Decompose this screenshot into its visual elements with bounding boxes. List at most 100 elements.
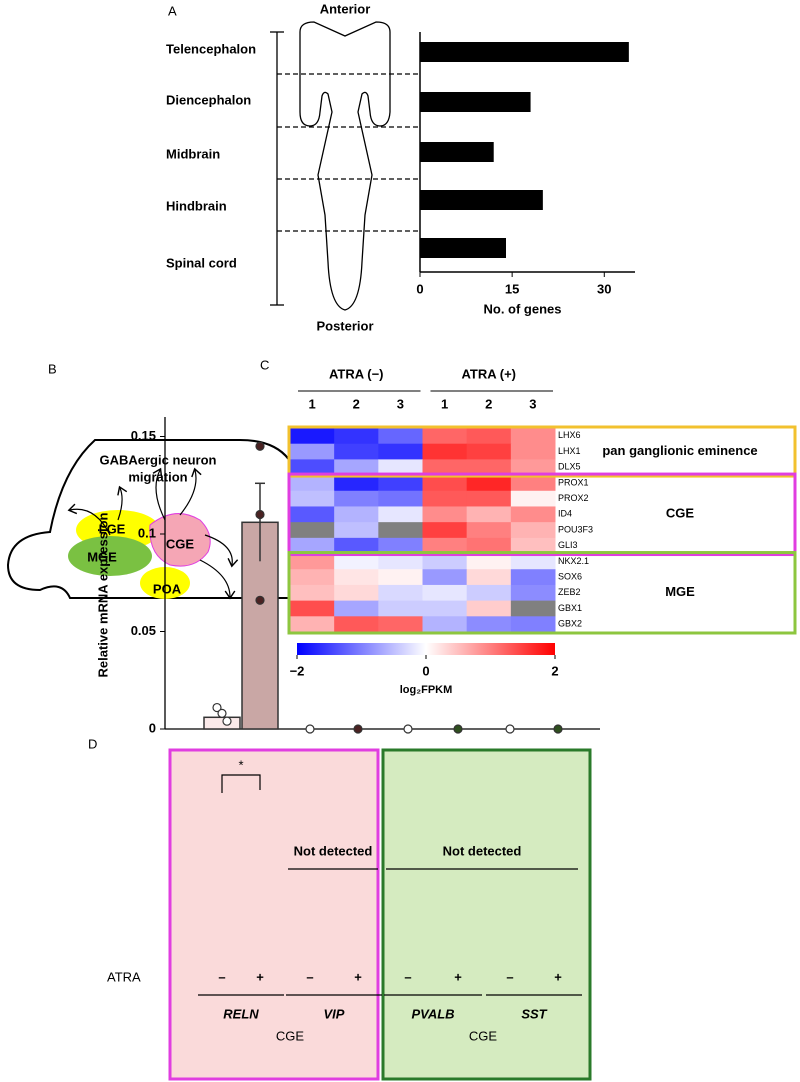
column-label: 2 bbox=[485, 396, 492, 411]
heatmap-cell bbox=[510, 506, 556, 523]
data-point bbox=[553, 724, 563, 734]
data-point bbox=[505, 724, 515, 734]
heatmap-cell bbox=[510, 569, 556, 586]
row-label: GBX1 bbox=[558, 603, 582, 613]
region-label: CGE bbox=[166, 536, 195, 551]
heatmap-cell bbox=[334, 506, 379, 523]
heatmap-cell bbox=[290, 569, 335, 586]
row-label: ATRA bbox=[107, 969, 141, 984]
heatmap-cell bbox=[334, 600, 379, 617]
heatmap-cell bbox=[378, 522, 423, 539]
colorbar-tick-label: 2 bbox=[551, 663, 558, 678]
region-box bbox=[381, 748, 592, 1081]
heatmap-cell bbox=[334, 522, 379, 539]
data-point bbox=[255, 595, 265, 605]
heatmap-cell bbox=[466, 443, 512, 460]
annotation: Anterior bbox=[320, 1, 371, 16]
column-group-label: ATRA (−) bbox=[329, 366, 384, 381]
heatmap-cell bbox=[334, 443, 379, 460]
category-label: + bbox=[354, 969, 362, 984]
y-tick-label: 0.05 bbox=[131, 623, 156, 638]
heatmap-cell bbox=[290, 443, 335, 460]
category-label: – bbox=[306, 969, 313, 984]
heatmap-cell bbox=[378, 428, 423, 445]
panel-label: C bbox=[260, 357, 269, 372]
diagram-title: migration bbox=[128, 469, 187, 484]
heatmap-cell bbox=[466, 616, 512, 633]
heatmap-cell bbox=[378, 616, 423, 633]
region-label: CGE bbox=[469, 1028, 498, 1043]
bar bbox=[420, 190, 543, 210]
annotation: Not detected bbox=[294, 843, 373, 858]
heatmap-cell bbox=[378, 490, 423, 507]
annotation: Not detected bbox=[443, 843, 522, 858]
gene-label: VIP bbox=[324, 1006, 345, 1021]
heatmap-cell bbox=[290, 584, 335, 602]
heatmap-cell bbox=[378, 553, 423, 570]
heatmap-cell bbox=[422, 443, 468, 460]
bar bbox=[420, 142, 494, 162]
panel-label: B bbox=[48, 361, 57, 376]
category-label: Spinal cord bbox=[166, 255, 237, 270]
heatmap-cell bbox=[422, 600, 468, 617]
row-label: POU3F3 bbox=[558, 524, 593, 534]
heatmap-cell bbox=[290, 522, 335, 539]
region-label: CGE bbox=[276, 1028, 305, 1043]
group-label: pan ganglionic eminence bbox=[602, 443, 757, 458]
heatmap-cell bbox=[290, 616, 335, 633]
heatmap-cell bbox=[378, 584, 423, 602]
x-axis-label: No. of genes bbox=[483, 301, 561, 316]
group-box bbox=[287, 472, 797, 557]
y-tick-label: 0 bbox=[149, 720, 156, 735]
group-label: MGE bbox=[665, 584, 695, 599]
heatmap-cell bbox=[378, 506, 423, 523]
heatmap-cell bbox=[466, 600, 512, 617]
heatmap-cell bbox=[466, 537, 512, 555]
heatmap-cell bbox=[466, 553, 512, 570]
heatmap-cell bbox=[466, 506, 512, 523]
category-label: Telencephalon bbox=[166, 41, 256, 56]
colorbar bbox=[297, 643, 555, 655]
row-label: LHX1 bbox=[558, 446, 581, 456]
heatmap-cell bbox=[466, 475, 512, 492]
bar bbox=[420, 238, 506, 258]
row-label: GBX2 bbox=[558, 619, 582, 629]
category-label: – bbox=[218, 969, 225, 984]
data-point bbox=[255, 509, 265, 520]
gene-label: PVALB bbox=[411, 1006, 454, 1021]
heatmap-cell bbox=[422, 616, 468, 633]
panel-label: D bbox=[88, 736, 97, 751]
row-label: PROX1 bbox=[558, 477, 589, 487]
category-label: Midbrain bbox=[166, 146, 220, 161]
heatmap-cell bbox=[334, 490, 379, 507]
category-label: + bbox=[554, 969, 562, 984]
heatmap-cell bbox=[378, 475, 423, 492]
gene-label: RELN bbox=[223, 1006, 259, 1021]
heatmap-cell bbox=[290, 459, 335, 476]
heatmap-cell bbox=[466, 428, 512, 445]
row-label: PROX2 bbox=[558, 493, 589, 503]
row-label: LHX6 bbox=[558, 430, 581, 440]
heatmap-cell bbox=[422, 569, 468, 586]
y-tick-label: 0.1 bbox=[138, 525, 156, 540]
region-label: POA bbox=[153, 581, 182, 596]
heatmap-cell bbox=[466, 522, 512, 539]
column-group-label: ATRA (+) bbox=[461, 366, 516, 381]
row-label: ID4 bbox=[558, 509, 572, 519]
heatmap-cell bbox=[510, 537, 556, 555]
heatmap-cell bbox=[422, 537, 468, 555]
heatmap-cell bbox=[290, 537, 335, 555]
heatmap-cell bbox=[510, 490, 556, 507]
heatmap-cell bbox=[510, 428, 556, 445]
column-label: 1 bbox=[441, 396, 448, 411]
heatmap-cell bbox=[510, 522, 556, 539]
x-tick-label: 30 bbox=[597, 281, 611, 296]
row-label: GLI3 bbox=[558, 540, 578, 550]
bar bbox=[420, 92, 531, 112]
category-label: – bbox=[404, 969, 411, 984]
data-point bbox=[305, 724, 315, 734]
data-point bbox=[255, 441, 265, 451]
row-label: SOX6 bbox=[558, 571, 582, 581]
heatmap-cell bbox=[510, 584, 556, 602]
